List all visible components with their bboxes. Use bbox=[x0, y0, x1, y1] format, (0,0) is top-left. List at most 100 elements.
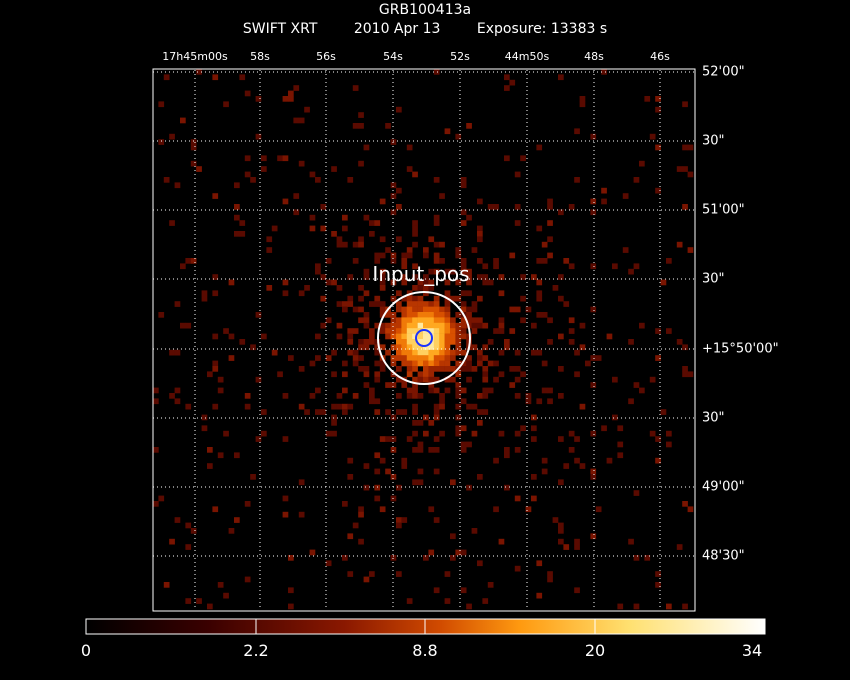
photon-pixel bbox=[342, 555, 348, 561]
photon-pixel bbox=[574, 457, 580, 464]
photon-pixel bbox=[655, 96, 661, 102]
photon-pixel bbox=[617, 452, 624, 459]
photon-pixel bbox=[493, 457, 499, 464]
photon-pixel bbox=[358, 538, 364, 545]
photon-pixel bbox=[401, 322, 408, 329]
photon-pixel bbox=[390, 333, 397, 340]
photon-pixel bbox=[628, 268, 634, 275]
ra-label: 17h45m00s bbox=[162, 50, 228, 63]
photon-pixel bbox=[369, 393, 375, 399]
photon-pixel bbox=[412, 409, 418, 415]
photon-pixel bbox=[433, 268, 440, 275]
photon-pixel bbox=[390, 317, 397, 324]
photon-pixel bbox=[412, 349, 418, 356]
photon-pixel bbox=[579, 322, 586, 329]
photon-pixel bbox=[428, 285, 435, 291]
photon-pixel bbox=[255, 376, 262, 383]
photon-pixel bbox=[628, 538, 634, 545]
photon-pixel bbox=[466, 366, 472, 372]
photon-pixel bbox=[406, 333, 413, 340]
photon-pixel bbox=[536, 312, 543, 318]
photon-pixel bbox=[363, 322, 370, 329]
photon-pixel bbox=[277, 155, 283, 162]
photon-pixel bbox=[174, 387, 181, 394]
photon-pixel bbox=[190, 160, 197, 167]
source-label: Input_pos bbox=[372, 262, 469, 286]
photon-pixel bbox=[531, 495, 537, 502]
photon-pixel bbox=[379, 344, 386, 351]
photon-pixel bbox=[433, 312, 440, 318]
photon-pixel bbox=[412, 322, 418, 329]
photon-pixel bbox=[590, 468, 597, 475]
photon-pixel bbox=[466, 290, 472, 297]
photon-pixel bbox=[666, 328, 672, 334]
photon-pixel bbox=[428, 376, 435, 383]
photon-pixel bbox=[406, 328, 413, 334]
photon-pixel bbox=[412, 285, 418, 291]
photon-pixel bbox=[676, 241, 683, 248]
photon-pixel bbox=[536, 258, 543, 264]
photon-pixel bbox=[190, 139, 197, 145]
photon-pixel bbox=[417, 317, 424, 324]
photon-pixel bbox=[363, 366, 370, 372]
photon-pixel bbox=[682, 144, 688, 151]
photon-pixel bbox=[482, 371, 489, 378]
photon-pixel bbox=[423, 247, 429, 253]
photon-pixel bbox=[471, 430, 478, 437]
photon-pixel bbox=[428, 349, 435, 356]
photon-pixel bbox=[590, 306, 597, 313]
photon-pixel bbox=[412, 333, 418, 340]
photon-pixel bbox=[261, 155, 267, 162]
photon-pixel bbox=[374, 371, 381, 378]
photon-pixel bbox=[412, 339, 418, 345]
photon-pixel bbox=[509, 328, 516, 334]
photon-pixel bbox=[433, 355, 440, 361]
photon-pixel bbox=[396, 349, 402, 356]
photon-pixel bbox=[682, 366, 688, 372]
photon-pixel bbox=[406, 317, 413, 324]
photon-pixel bbox=[347, 339, 354, 345]
photon-pixel bbox=[455, 382, 462, 388]
photon-pixel bbox=[460, 587, 467, 594]
photon-pixel bbox=[217, 376, 224, 383]
photon-pixel bbox=[390, 360, 397, 367]
photon-pixel bbox=[617, 603, 624, 610]
photon-pixel bbox=[525, 398, 532, 405]
photon-pixel bbox=[433, 339, 440, 345]
photon-pixel bbox=[401, 306, 408, 313]
photon-pixel bbox=[347, 571, 354, 577]
photon-pixel bbox=[682, 204, 688, 210]
photon-pixel bbox=[396, 366, 402, 372]
photon-pixel bbox=[444, 355, 451, 361]
photon-pixel bbox=[423, 555, 429, 561]
photon-pixel bbox=[358, 241, 364, 248]
photon-pixel bbox=[558, 522, 564, 529]
photon-pixel bbox=[266, 236, 273, 243]
photon-pixel bbox=[412, 355, 418, 361]
photon-pixel bbox=[406, 144, 413, 151]
photon-pixel bbox=[390, 555, 397, 561]
photon-pixel bbox=[396, 322, 402, 329]
photon-pixel bbox=[315, 177, 321, 183]
photon-pixel bbox=[509, 382, 516, 388]
photon-pixel bbox=[417, 301, 424, 307]
photon-pixel bbox=[423, 333, 429, 340]
photon-pixel bbox=[590, 533, 597, 540]
photon-pixel bbox=[482, 409, 489, 415]
image-frame bbox=[152, 68, 696, 612]
photon-pixel bbox=[385, 247, 391, 253]
photon-pixel bbox=[455, 387, 462, 394]
photon-pixel bbox=[541, 457, 548, 464]
photon-pixel bbox=[439, 317, 445, 324]
photon-pixel bbox=[158, 101, 165, 108]
photon-pixel bbox=[396, 333, 402, 340]
photon-pixel bbox=[444, 344, 451, 351]
photon-pixel bbox=[347, 295, 354, 302]
photon-pixel bbox=[369, 387, 375, 394]
photon-pixel bbox=[385, 123, 391, 129]
photon-pixel bbox=[433, 587, 440, 594]
photon-pixel bbox=[406, 247, 413, 253]
photon-pixel bbox=[612, 263, 618, 270]
photon-pixel bbox=[309, 214, 316, 221]
photon-pixel bbox=[169, 538, 175, 545]
